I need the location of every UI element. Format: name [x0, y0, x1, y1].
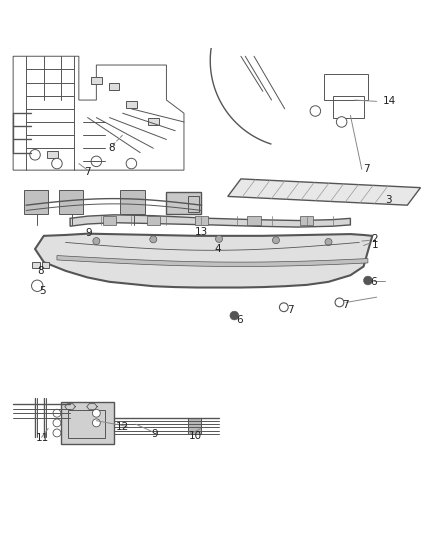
Text: 14: 14	[383, 96, 396, 107]
Text: 4: 4	[215, 244, 221, 254]
Bar	[109, 84, 119, 91]
Polygon shape	[228, 179, 420, 205]
Text: 13: 13	[195, 228, 208, 237]
Polygon shape	[57, 255, 368, 266]
Circle shape	[52, 158, 62, 169]
Circle shape	[53, 429, 61, 437]
Bar	[147, 216, 160, 225]
Text: 7: 7	[287, 305, 293, 316]
Circle shape	[310, 106, 321, 116]
Bar	[188, 418, 201, 434]
Circle shape	[364, 276, 372, 285]
Circle shape	[336, 117, 347, 127]
Text: 6: 6	[237, 316, 243, 325]
Bar	[324, 74, 368, 100]
Text: 7: 7	[342, 300, 348, 310]
Text: 7: 7	[84, 167, 91, 177]
Circle shape	[92, 419, 100, 427]
Text: 11: 11	[36, 433, 49, 443]
Text: 1: 1	[371, 240, 378, 249]
Circle shape	[150, 236, 157, 243]
Circle shape	[30, 150, 40, 160]
Circle shape	[32, 280, 43, 292]
Bar	[32, 262, 40, 268]
Text: 10: 10	[189, 431, 202, 441]
Bar	[91, 77, 102, 84]
Bar	[42, 262, 49, 268]
Circle shape	[230, 311, 239, 320]
Text: 9: 9	[151, 429, 158, 439]
Circle shape	[92, 409, 100, 417]
Bar	[333, 96, 364, 118]
Bar	[300, 216, 313, 225]
Circle shape	[126, 158, 137, 169]
Bar	[126, 101, 137, 108]
Bar	[195, 216, 208, 225]
Circle shape	[272, 237, 279, 244]
Bar	[103, 216, 116, 225]
Text: 2: 2	[371, 235, 378, 244]
Text: 6: 6	[370, 277, 377, 287]
Bar	[24, 190, 48, 214]
Circle shape	[215, 236, 223, 243]
Circle shape	[53, 419, 61, 427]
Bar	[68, 410, 105, 438]
Circle shape	[335, 298, 344, 307]
Bar	[59, 190, 83, 214]
Circle shape	[93, 238, 100, 245]
Bar	[188, 197, 199, 212]
Polygon shape	[35, 233, 372, 287]
Text: 5: 5	[39, 286, 46, 296]
Bar	[47, 151, 58, 158]
Bar	[166, 192, 201, 214]
Polygon shape	[70, 215, 350, 227]
Text: 9: 9	[85, 228, 92, 238]
Circle shape	[279, 303, 288, 312]
Text: 3: 3	[385, 195, 392, 205]
Text: 8: 8	[108, 143, 115, 154]
Circle shape	[325, 238, 332, 246]
Bar	[61, 402, 114, 444]
Text: 8: 8	[37, 266, 44, 276]
Circle shape	[53, 409, 61, 417]
Text: 7: 7	[364, 164, 370, 174]
Circle shape	[91, 156, 102, 167]
Bar	[247, 216, 261, 225]
Bar	[148, 118, 159, 125]
Bar	[120, 190, 145, 214]
Text: 12: 12	[116, 422, 129, 432]
